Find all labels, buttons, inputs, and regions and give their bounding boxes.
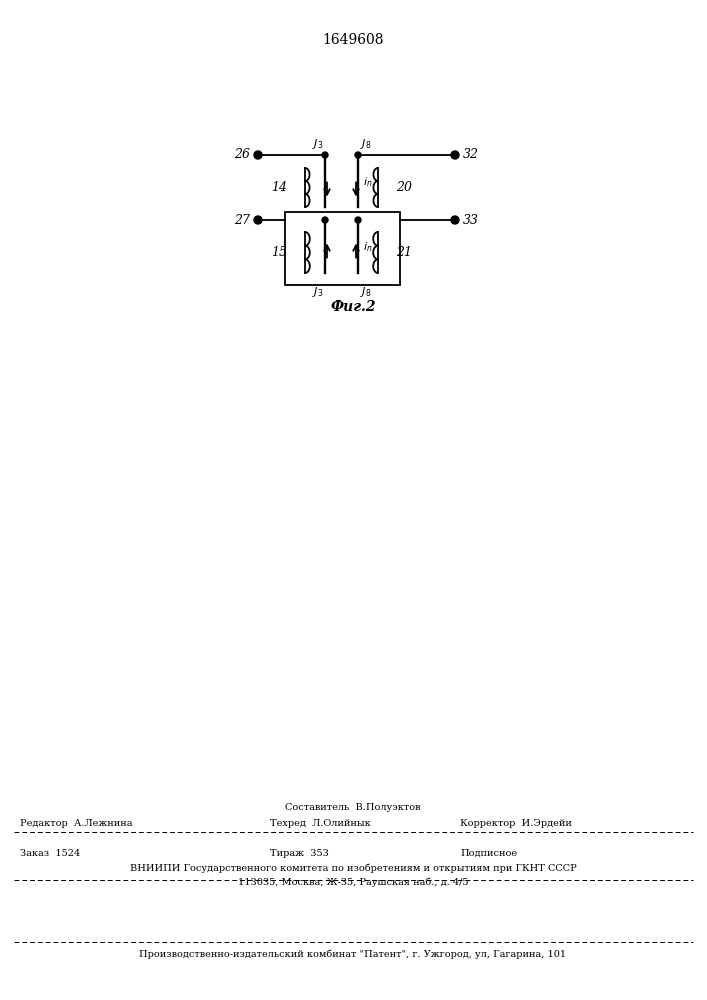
Circle shape	[254, 216, 262, 224]
Circle shape	[355, 217, 361, 223]
Text: Техред  Л.Олийнык: Техред Л.Олийнык	[270, 820, 370, 828]
Text: ВНИИПИ Государственного комитета по изобретениям и открытиям при ГКНТ СССР: ВНИИПИ Государственного комитета по изоб…	[129, 863, 576, 873]
Text: $J_8$: $J_8$	[360, 137, 371, 151]
Text: Тираж  353: Тираж 353	[270, 848, 329, 857]
Text: $i_n$: $i_n$	[363, 176, 373, 189]
Circle shape	[451, 216, 459, 224]
Circle shape	[322, 152, 328, 158]
Text: Заказ  1524: Заказ 1524	[20, 848, 81, 857]
Text: $J_3$: $J_3$	[312, 137, 323, 151]
Text: Производственно-издательский комбинат "Патент", г. Ужгород, ул, Гагарина, 101: Производственно-издательский комбинат "П…	[139, 949, 566, 959]
Circle shape	[322, 217, 328, 223]
Text: 21: 21	[396, 246, 412, 259]
Text: 32: 32	[463, 148, 479, 161]
Text: 14: 14	[271, 181, 287, 194]
Text: 1649608: 1649608	[322, 33, 384, 47]
Text: Редактор  А.Лежнина: Редактор А.Лежнина	[20, 820, 132, 828]
Text: Подписное: Подписное	[460, 848, 517, 857]
Text: 15: 15	[271, 246, 287, 259]
Text: 113035, Москва, Ж-35, Раушская наб., д. 4/5: 113035, Москва, Ж-35, Раушская наб., д. …	[238, 877, 468, 887]
Text: 20: 20	[396, 181, 412, 194]
Text: $J_8$: $J_8$	[360, 285, 371, 299]
Text: 27: 27	[234, 214, 250, 227]
Text: $i_n$: $i_n$	[363, 241, 373, 254]
Text: Фиг.2: Фиг.2	[330, 300, 375, 314]
Circle shape	[451, 151, 459, 159]
Text: Корректор  И.Эрдейи: Корректор И.Эрдейи	[460, 820, 572, 828]
Text: $J_3$: $J_3$	[312, 285, 323, 299]
Text: 26: 26	[234, 148, 250, 161]
Text: 33: 33	[463, 214, 479, 227]
Text: Составитель  В.Полуэктов: Составитель В.Полуэктов	[285, 804, 421, 812]
Circle shape	[254, 151, 262, 159]
Circle shape	[355, 152, 361, 158]
